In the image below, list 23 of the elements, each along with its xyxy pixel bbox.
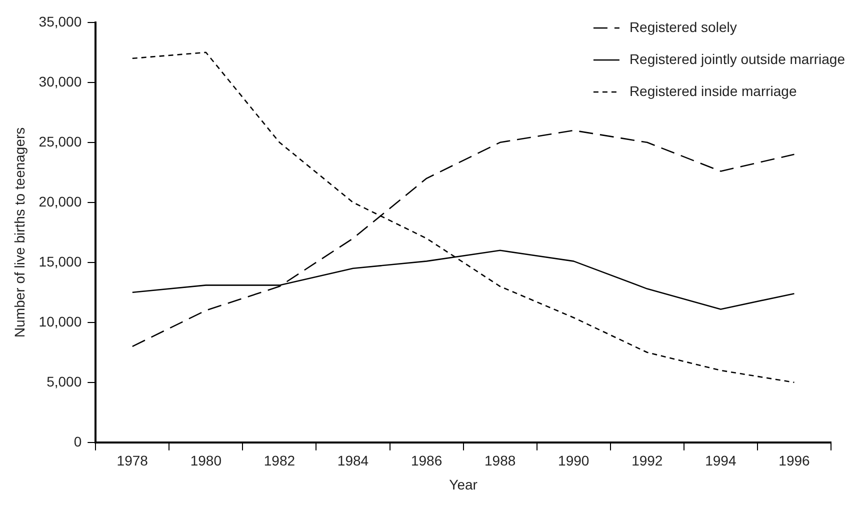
- x-tick-label: 1996: [778, 452, 810, 469]
- x-tick-label: 1986: [410, 452, 442, 469]
- x-tick-label: 1978: [116, 452, 148, 469]
- y-tick-label: 20,000: [38, 193, 82, 210]
- x-tick-label: 1992: [632, 452, 663, 469]
- legend-label: Registered jointly outside marriage: [629, 50, 846, 67]
- legend-label: Registered inside marriage: [629, 82, 797, 99]
- x-tick-label: 1988: [484, 452, 516, 469]
- x-tick-label: 1990: [558, 452, 590, 469]
- y-tick-label: 30,000: [38, 73, 82, 90]
- y-tick-label: 0: [74, 433, 82, 450]
- y-tick-label: 35,000: [38, 13, 82, 30]
- legend-label: Registered solely: [629, 18, 737, 35]
- y-axis-title: Number of live births to teenagers: [11, 127, 28, 338]
- x-tick-label: 1994: [705, 452, 736, 469]
- y-tick-label: 10,000: [38, 313, 82, 330]
- y-tick-label: 25,000: [38, 133, 82, 150]
- x-axis-title: Year: [449, 476, 478, 492]
- y-tick-label: 5,000: [46, 373, 82, 390]
- y-tick-label: 15,000: [38, 253, 82, 270]
- x-tick-label: 1982: [264, 452, 296, 469]
- x-tick-label: 1980: [190, 452, 222, 469]
- x-tick-label: 1984: [337, 452, 369, 469]
